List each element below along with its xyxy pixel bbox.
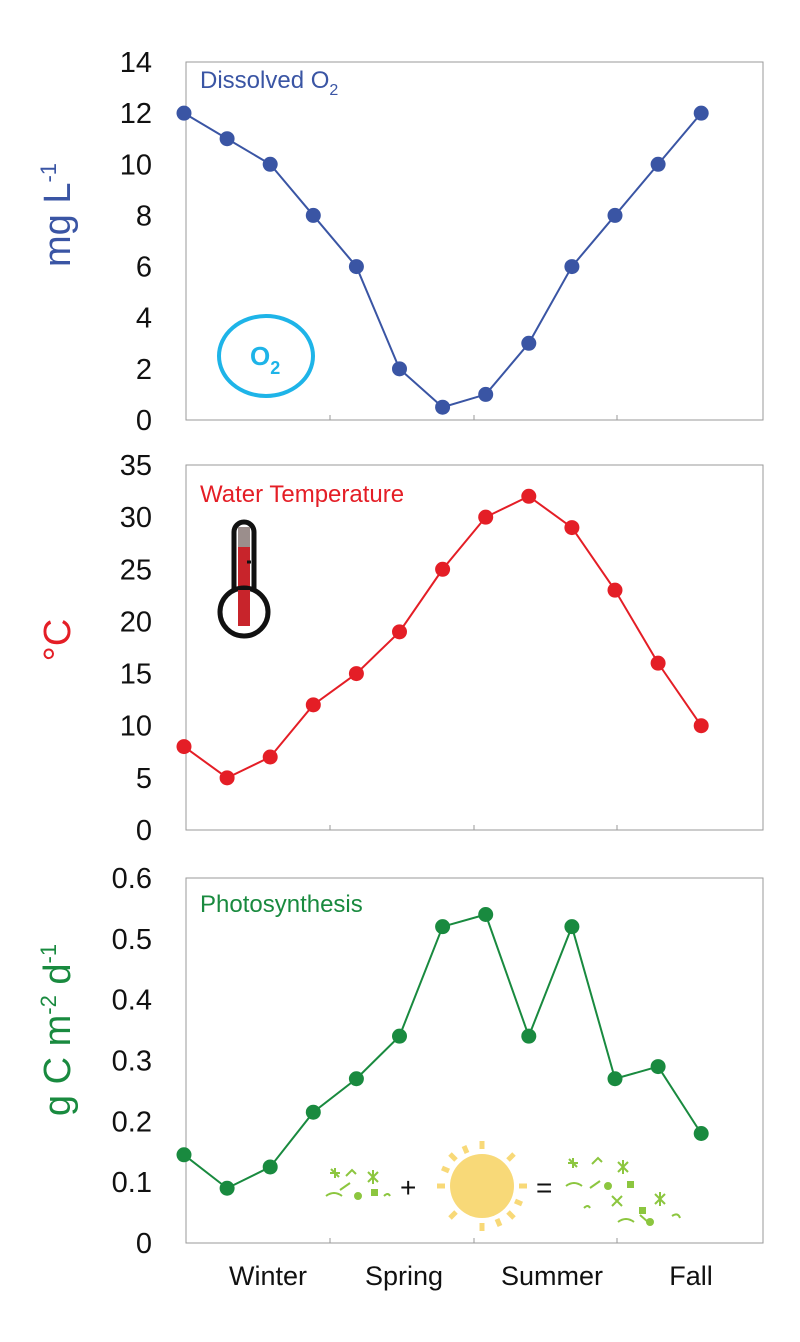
y-tick-label: 4 (136, 303, 152, 335)
season-label-summer: Summer (501, 1261, 603, 1291)
data-point (262, 156, 278, 172)
plot-frame (185, 464, 764, 831)
data-point (521, 488, 537, 504)
data-point (478, 907, 494, 922)
y-tick-label: 10 (120, 149, 152, 181)
y-tick-label: 0 (136, 1228, 152, 1260)
y-tick-labels: 0 5 10 15 20 25 30 35 (120, 450, 152, 847)
data-point (693, 718, 709, 734)
y-tick-label: 8 (136, 200, 152, 232)
y-tick-labels: 0 0.1 0.2 0.3 0.4 0.5 0.6 (112, 863, 152, 1260)
data-point (478, 509, 494, 525)
plot-title: Dissolved O2 (200, 67, 338, 99)
series-line (183, 913, 703, 1190)
data-point (435, 399, 451, 415)
data-point (564, 259, 580, 275)
plot-title: Water Temperature (200, 481, 404, 508)
y-axis-label: g C m-2 d-1 (36, 944, 79, 1116)
plus-sign: + (400, 1172, 416, 1203)
x-axis-season-labels: Winter Spring Summer Fall (229, 1261, 713, 1291)
data-point (348, 259, 364, 275)
data-point (650, 1059, 666, 1075)
season-label-fall: Fall (669, 1261, 713, 1291)
x-tick-marks (329, 825, 618, 830)
data-point (564, 919, 580, 935)
y-tick-label: 0.2 (112, 1106, 152, 1138)
data-point (219, 1180, 235, 1196)
data-point (305, 1104, 321, 1120)
y-tick-label: 0.5 (112, 924, 152, 956)
data-point (176, 1147, 192, 1163)
data-point (219, 131, 235, 147)
thermometer-icon (217, 519, 271, 639)
y-tick-label: 20 (120, 606, 152, 638)
data-point (219, 770, 235, 786)
data-point (607, 207, 623, 223)
data-point (392, 624, 407, 640)
data-point (607, 582, 623, 598)
data-point (305, 697, 321, 713)
panel-dissolved-oxygen: Dissolved O2 mg L-1 0 2 4 6 8 10 12 14 O2 (36, 47, 764, 437)
data-point (262, 1159, 278, 1175)
data-series (176, 105, 709, 415)
data-point (650, 655, 666, 671)
data-point (607, 1071, 623, 1087)
data-point (348, 1071, 364, 1087)
sun-icon (437, 1141, 527, 1231)
o2-icon-label: O2 (250, 341, 280, 378)
y-tick-label: 14 (120, 47, 152, 79)
data-point (392, 361, 407, 377)
data-series (176, 488, 709, 786)
season-label-spring: Spring (365, 1261, 443, 1291)
plot-title: Photosynthesis (200, 891, 363, 918)
data-point (392, 1028, 407, 1044)
y-tick-label: 2 (136, 354, 152, 386)
x-tick-marks (329, 415, 618, 420)
algae-icon (565, 1156, 681, 1226)
y-tick-label: 0.4 (112, 985, 152, 1017)
equals-sign: = (536, 1172, 552, 1203)
y-tick-label: 10 (120, 711, 152, 743)
y-tick-label: 0 (136, 815, 152, 847)
y-axis-label: mg L-1 (36, 163, 79, 267)
data-point (305, 207, 321, 223)
y-tick-label: 5 (136, 763, 152, 795)
y-tick-labels: 0 2 4 6 8 10 12 14 (120, 47, 152, 437)
data-point (521, 335, 537, 351)
data-point (521, 1028, 537, 1044)
data-point (693, 105, 709, 121)
data-point (348, 666, 364, 682)
y-tick-label: 0.6 (112, 863, 152, 895)
data-series (176, 907, 709, 1196)
y-tick-label: 12 (120, 98, 152, 130)
data-point (176, 105, 192, 121)
y-tick-label: 0 (136, 405, 152, 437)
y-tick-label: 25 (120, 554, 152, 586)
panel-photosynthesis: Photosynthesis g C m-2 d-1 0 0.1 0.2 0.3 0.4… (36, 863, 764, 1260)
y-tick-label: 15 (120, 659, 152, 691)
data-point (435, 561, 451, 577)
y-tick-label: 0.1 (112, 1167, 152, 1199)
y-axis-label: °C (37, 619, 79, 662)
y-tick-label: 6 (136, 252, 152, 284)
panel-water-temperature: Water Temperature °C 0 5 10 15 20 25 30 35 (37, 450, 764, 847)
x-tick-marks (329, 1238, 618, 1243)
data-point (693, 1126, 709, 1141)
series-line (183, 495, 703, 780)
o2-bubble-icon: O2 (217, 314, 315, 398)
y-tick-label: 30 (120, 502, 152, 534)
season-label-winter: Winter (229, 1261, 307, 1291)
data-point (564, 520, 580, 536)
data-point (262, 749, 278, 765)
data-point (435, 919, 451, 935)
algae-icon (325, 1168, 391, 1200)
y-tick-label: 35 (120, 450, 152, 482)
data-point (478, 386, 494, 402)
data-point (650, 156, 666, 172)
y-tick-label: 0.3 (112, 1046, 152, 1078)
data-point (176, 739, 192, 755)
